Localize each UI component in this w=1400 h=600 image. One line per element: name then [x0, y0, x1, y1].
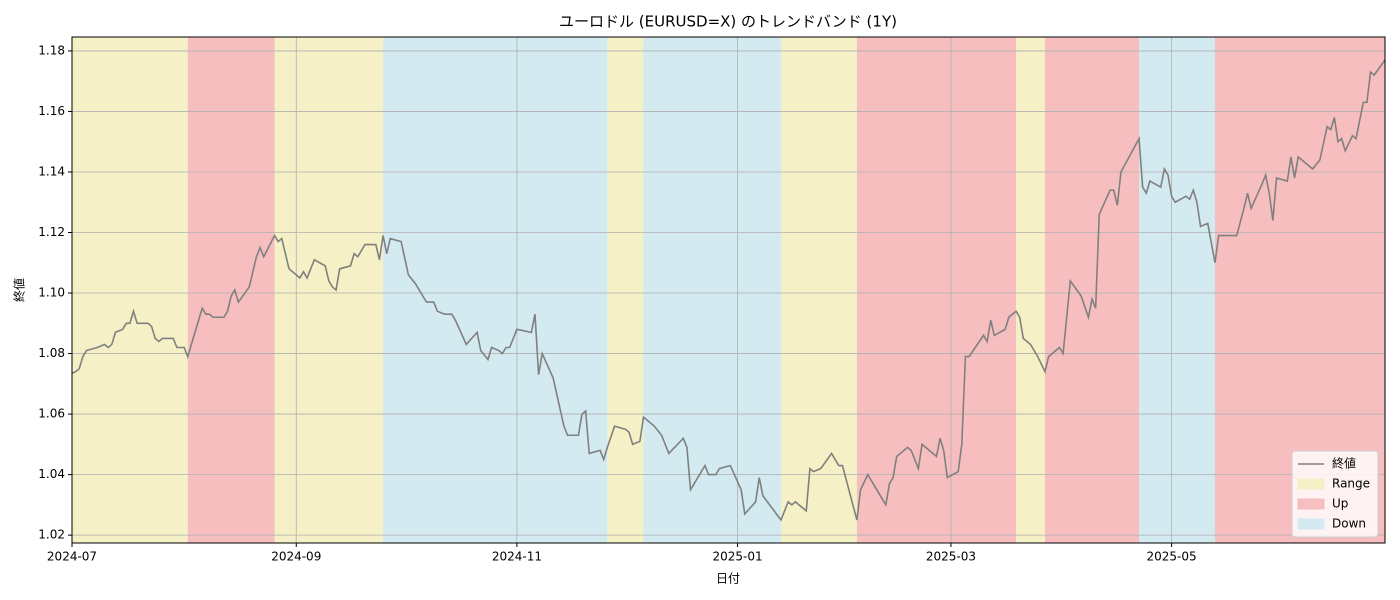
legend-swatch [1297, 498, 1325, 510]
legend-label: Range [1332, 477, 1370, 491]
y-tick-label: 1.10 [38, 286, 65, 300]
y-tick-label: 1.16 [38, 104, 65, 118]
legend-swatch [1297, 478, 1325, 490]
x-tick-label: 2025-03 [926, 550, 976, 564]
x-tick-label: 2024-11 [492, 550, 542, 564]
y-tick-label: 1.06 [38, 407, 65, 421]
y-tick-label: 1.04 [38, 467, 65, 481]
plot-frame [71, 36, 1386, 544]
legend-label: 終値 [1332, 456, 1356, 471]
y-tick-label: 1.02 [38, 528, 65, 542]
regime-band [643, 37, 781, 543]
x-axis-label: 日付 [716, 572, 740, 586]
x-tick-label: 2025-01 [712, 550, 762, 564]
legend-label: Up [1332, 497, 1348, 511]
regime-band [383, 37, 608, 543]
y-tick-label: 1.14 [38, 164, 65, 178]
y-tick-label: 1.12 [38, 225, 65, 239]
y-tick-label: 1.08 [38, 346, 65, 360]
regime-band [187, 37, 275, 543]
x-tick-label: 2024-09 [271, 550, 321, 564]
y-axis-label: 終値 [12, 278, 27, 302]
x-tick-label: 2025-05 [1147, 550, 1197, 564]
regime-band [1044, 37, 1140, 543]
regime-band [72, 37, 188, 543]
regime-band [780, 37, 857, 543]
y-tick-label: 1.18 [38, 43, 65, 57]
legend-box [1291, 450, 1379, 538]
legend-swatch [1297, 518, 1325, 530]
regime-band [274, 37, 384, 543]
x-tick-label: 2024-07 [47, 550, 97, 564]
regime-band [607, 37, 644, 543]
price-line [71, 59, 1386, 522]
legend: 終値 Range Up Down [1291, 450, 1379, 538]
regime-band [1016, 37, 1045, 543]
legend-label: Down [1332, 517, 1366, 531]
regime-band [856, 37, 1017, 543]
regime-band [1139, 37, 1215, 543]
chart-title: ユーロドル (EURUSD=X) のトレンドバンド (1Y) [559, 13, 897, 31]
